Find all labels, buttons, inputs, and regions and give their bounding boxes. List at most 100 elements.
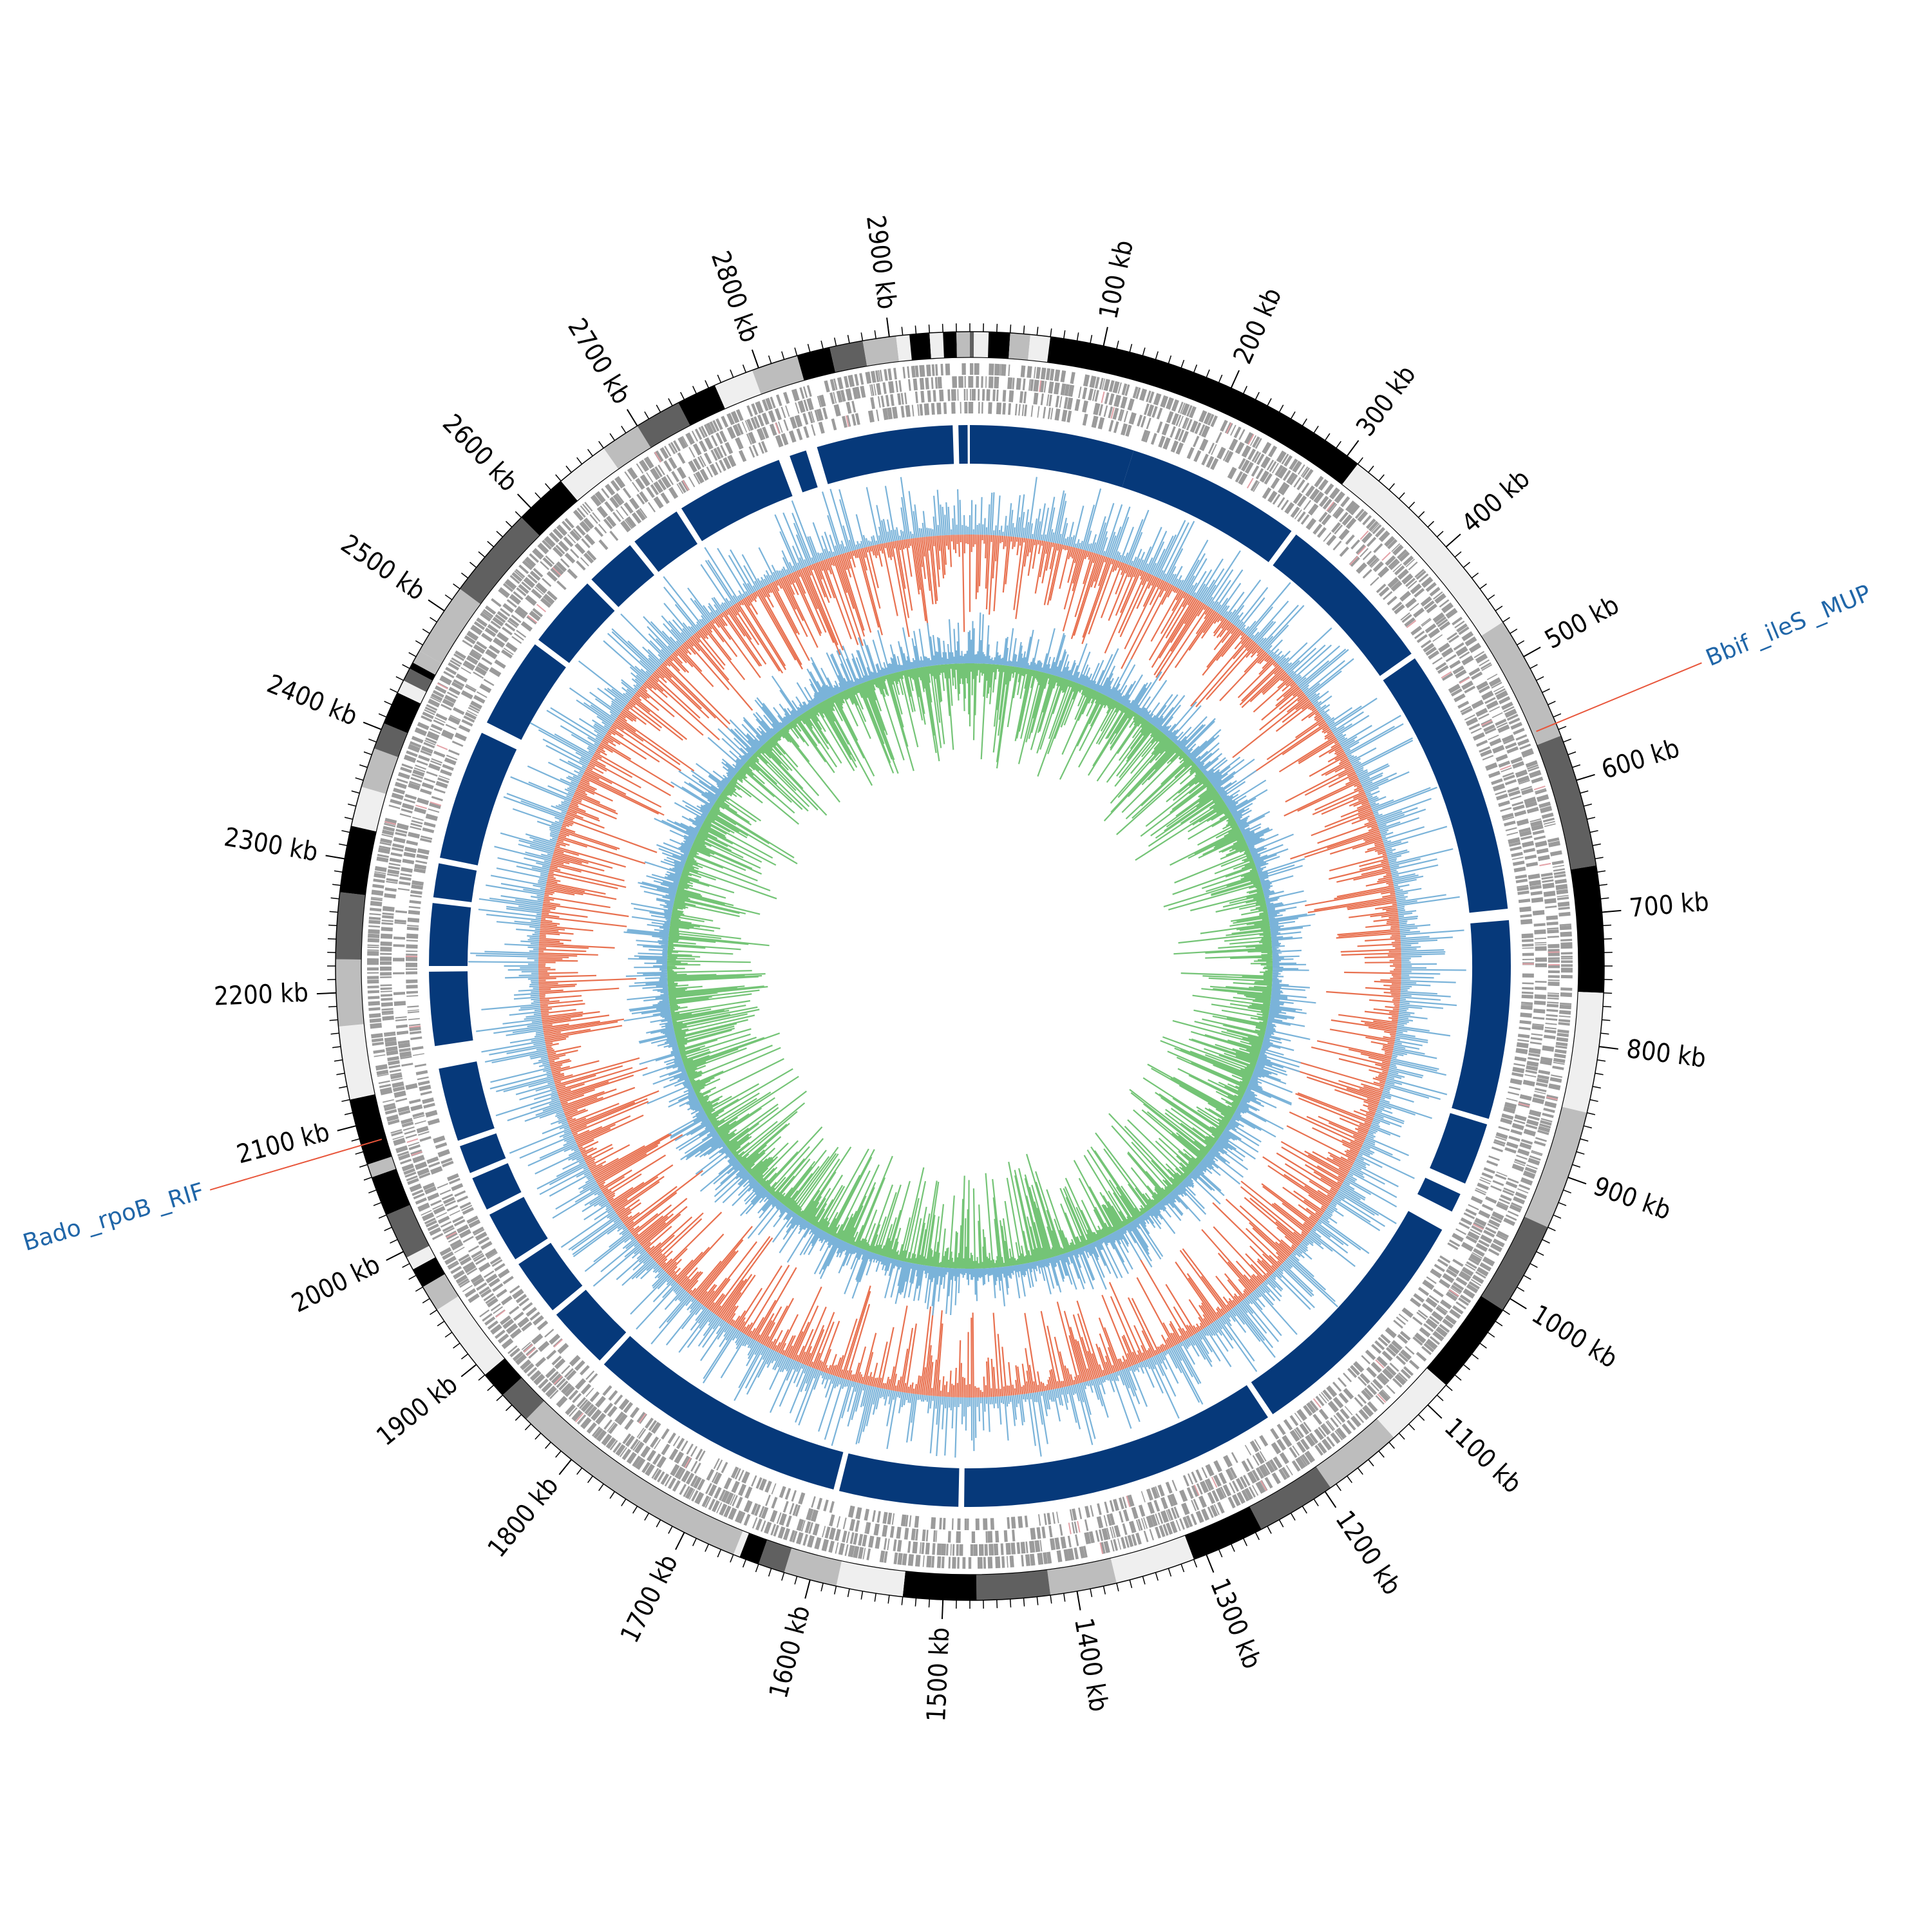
major-tick — [1576, 773, 1595, 781]
alignment-block — [634, 511, 698, 572]
contig-block — [386, 1204, 430, 1258]
tick-label: 800 kb — [1625, 1034, 1708, 1074]
contig-block — [410, 662, 436, 681]
alignment-block — [429, 903, 471, 966]
contig-block — [437, 1296, 505, 1375]
contig-block — [974, 332, 989, 358]
contig-block — [758, 1540, 792, 1573]
contig-block — [956, 332, 970, 358]
major-tick — [325, 855, 345, 860]
contig-ring — [335, 331, 1605, 1601]
contig-block — [829, 341, 867, 373]
alignment-block — [472, 1163, 522, 1210]
contig-block — [1047, 1558, 1117, 1596]
contig-block — [1316, 1418, 1394, 1488]
contig-block — [797, 347, 836, 381]
major-tick — [516, 493, 532, 509]
alignment-block — [958, 425, 968, 464]
tick-label: 2700 kb — [562, 314, 636, 410]
tick-label: 1700 kb — [615, 1550, 684, 1648]
major-tick — [1427, 1404, 1443, 1419]
tick-label: 1500 kb — [922, 1627, 955, 1723]
contig-block — [678, 385, 725, 426]
tick-label: 2300 kb — [222, 822, 320, 867]
skew-negative-series — [468, 477, 1466, 1458]
contig-block — [336, 959, 365, 1027]
contig-block — [1481, 621, 1561, 745]
tick-label: 2900 kb — [860, 214, 902, 311]
alignment-block — [790, 450, 818, 493]
contig-block — [733, 1530, 749, 1557]
contig-block — [406, 1245, 436, 1270]
tick-label: 2100 kb — [234, 1117, 333, 1170]
tick-label: 400 kb — [1456, 464, 1535, 538]
skew-positive-series — [538, 534, 1402, 1398]
contig-block — [403, 668, 433, 692]
contig-block — [372, 1168, 410, 1215]
tick-label: 1800 kb — [482, 1471, 565, 1563]
tick-label: 1100 kb — [1439, 1412, 1528, 1499]
contig-block — [361, 748, 399, 794]
alignment-block — [459, 1133, 506, 1173]
major-tick — [316, 992, 336, 995]
major-tick — [886, 317, 890, 337]
skew-track-outer — [468, 477, 1466, 1458]
skew-negative-series — [623, 612, 1316, 1316]
tick-label: 700 kb — [1628, 887, 1710, 923]
alignment-block — [440, 732, 517, 866]
major-tick — [1206, 1554, 1215, 1573]
contig-block — [350, 1094, 392, 1165]
tick-label: 900 kb — [1589, 1171, 1674, 1226]
contig-block — [909, 333, 931, 361]
contig-block — [752, 355, 804, 395]
contig-block — [714, 370, 761, 409]
alignment-block — [433, 863, 477, 902]
alignment-block — [817, 425, 954, 484]
major-tick — [1598, 1046, 1618, 1050]
contig-block — [943, 332, 957, 358]
tick-label: 2600 kb — [437, 409, 524, 498]
alignment-block — [518, 1242, 583, 1311]
major-tick — [1510, 1298, 1527, 1310]
contig-block — [339, 826, 377, 895]
major-tick — [337, 1125, 357, 1132]
contig-block — [526, 1401, 743, 1555]
contig-block — [1481, 1217, 1548, 1311]
alignment-block — [1383, 658, 1508, 913]
contig-block — [413, 1257, 445, 1287]
major-tick — [558, 1459, 572, 1475]
contig-block — [1009, 333, 1030, 361]
major-tick — [626, 409, 638, 426]
alignment-block — [838, 1453, 960, 1507]
contig-block — [739, 1533, 768, 1564]
contig-block — [502, 1378, 544, 1419]
contig-block — [976, 1569, 1051, 1600]
contig-block — [413, 650, 442, 675]
contig-ring-inner-outline — [361, 357, 1579, 1575]
annotation-leader-line — [209, 1139, 383, 1191]
contig-block — [1571, 865, 1604, 993]
major-tick — [675, 1532, 685, 1550]
contig-block — [338, 1024, 375, 1100]
contig-block — [1184, 1506, 1262, 1560]
tick-label: 600 kb — [1598, 734, 1683, 785]
tick-label: 2200 kb — [213, 978, 309, 1012]
contig-block — [397, 680, 427, 704]
alignment-block — [681, 460, 793, 542]
contig-block — [637, 402, 690, 448]
tick-label: 1400 kb — [1068, 1616, 1113, 1714]
contig-block — [419, 589, 481, 664]
major-tick — [941, 1600, 944, 1620]
major-tick — [1076, 1591, 1081, 1611]
major-tick — [1324, 1491, 1337, 1508]
tick-label: 200 kb — [1228, 283, 1288, 368]
contig-block — [988, 332, 1010, 359]
alignment-block — [489, 1197, 548, 1260]
major-tick — [363, 721, 382, 730]
alignment-block — [970, 425, 1134, 488]
contig-block — [1537, 735, 1596, 870]
contig-block — [902, 1571, 977, 1600]
annotation-leader-line — [1536, 662, 1702, 732]
alignment-block — [486, 644, 566, 740]
